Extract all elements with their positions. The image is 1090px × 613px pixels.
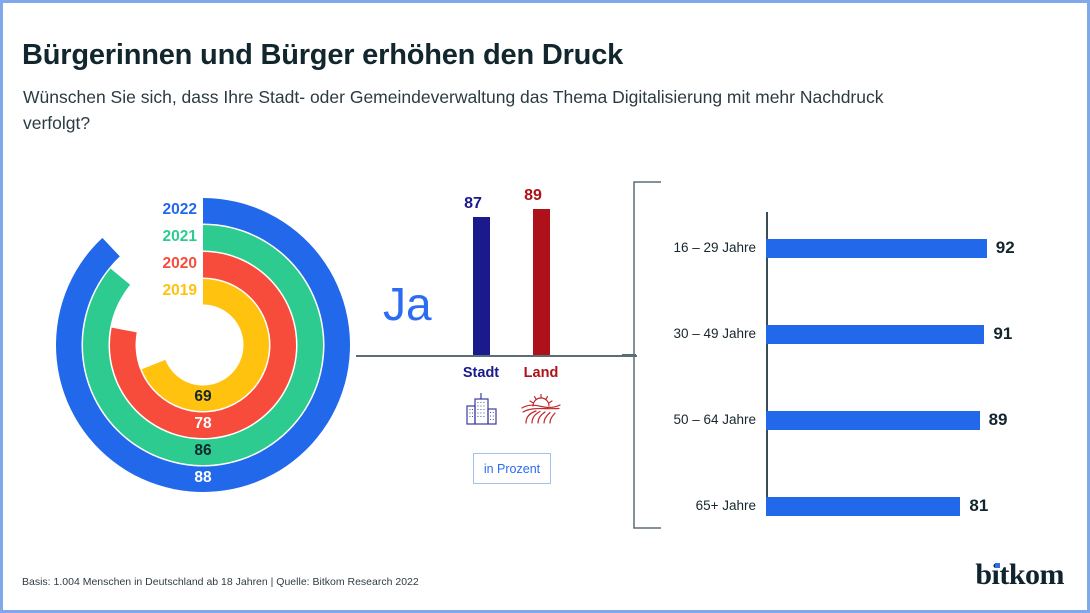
age-row-1: 16 – 29 Jahre 92 [670,235,1070,261]
radial-legend-2020: 2020 [162,254,197,272]
age-bar-3 [766,411,980,430]
page-title: Bürgerinnen und Bürger erhöhen den Druck [22,39,624,71]
age-label-3: 50 – 64 Jahre [673,412,756,427]
age-label-4: 65+ Jahre [695,498,756,513]
age-bar-chart: 16 – 29 Jahre 92 30 – 49 Jahre 91 50 – 64 Ja… [670,205,1070,516]
column-caption-land: Land [523,365,559,381]
countryside-sun-icon [521,394,561,424]
column-value-stadt: 87 [464,195,482,212]
radial-legend-2021: 2021 [162,227,197,245]
column-bar-land-fill [533,209,550,355]
canvas-border-top [0,0,1090,3]
radial-arc-2019 [141,279,269,411]
column-caption-stadt: Stadt [462,365,500,381]
age-bar-1 [766,239,987,258]
age-value-1: 92 [995,238,1015,257]
city-buildings-icon [466,393,497,425]
bracket-shape [633,181,661,529]
radial-value-2022: 88 [194,469,212,487]
age-bar-4 [766,497,961,516]
radial-chart-svg [55,198,350,492]
radial-legend-2019: 2019 [162,281,197,299]
radial-legend-2022: 2022 [162,200,197,218]
age-row-3: 50 – 64 Jahre 89 [670,407,1070,433]
radial-value-2021: 86 [194,442,212,460]
footnote: Basis: 1.004 Menschen in Deutschland ab … [22,576,419,588]
radial-value-2019: 69 [194,388,212,406]
age-value-2: 91 [993,324,1013,343]
age-value-4: 81 [969,496,989,515]
age-bar-2 [766,325,985,344]
bitkom-logo-text: bitkom [975,558,1064,591]
age-chart-axis [766,212,768,500]
bracket-connector [622,354,636,356]
column-bar-land [533,209,550,355]
radial-bar-chart: 2022 2021 2020 2019 69 78 86 88 [40,185,370,510]
bitkom-logo-dot-icon [995,563,1001,568]
page-subtitle: Wünschen Sie sich, dass Ihre Stadt- oder… [23,87,884,133]
column-bar-stadt-fill [473,217,490,355]
canvas-border-left [0,0,3,613]
radial-value-2020: 78 [194,415,212,433]
column-bar-stadt [473,217,490,355]
answer-label-ja: Ja [383,278,432,330]
age-row-4: 65+ Jahre 81 [670,493,1070,519]
bitkom-logo: bitkom [975,558,1064,592]
canvas-border-bottom [0,610,1090,613]
age-value-3: 89 [988,410,1008,429]
unit-badge: in Prozent [473,453,551,484]
age-label-1: 16 – 29 Jahre [673,240,756,255]
age-label-2: 30 – 49 Jahre [673,326,756,341]
column-value-land: 89 [524,187,542,204]
column-chart-baseline [356,355,637,357]
unit-badge-label: in Prozent [483,461,541,476]
canvas-border-right [1087,0,1090,613]
age-row-2: 30 – 49 Jahre 91 [670,321,1070,347]
